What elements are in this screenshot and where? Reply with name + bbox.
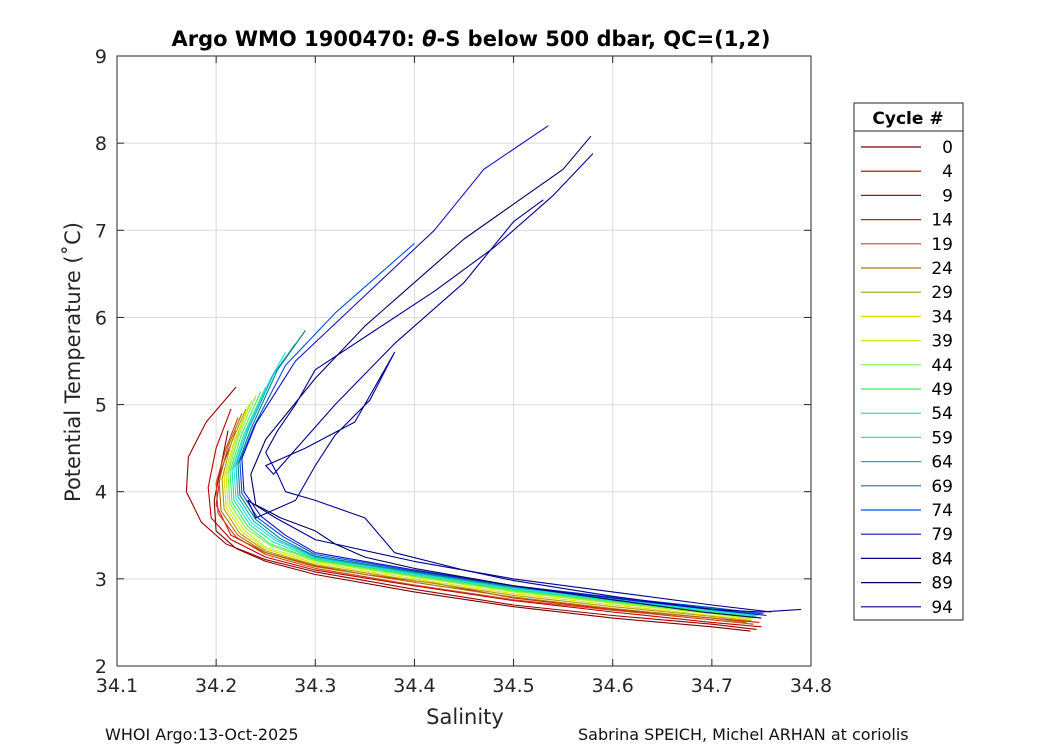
series-line-cycle-0 — [213, 430, 751, 632]
series-line-cycle-74 — [239, 242, 764, 615]
x-tick-label: 34.2 — [195, 675, 237, 697]
y-tick-label: 8 — [95, 133, 107, 155]
legend-label-19: 19 — [931, 235, 953, 255]
x-tick-label: 34.6 — [592, 675, 634, 697]
legend-label-89: 89 — [931, 574, 953, 594]
series-line-cycle-79 — [241, 125, 767, 617]
y-tick-label: 5 — [95, 395, 107, 417]
series-line-cycle-34 — [223, 404, 750, 621]
series-line-cycle-39 — [225, 399, 752, 620]
x-tick-label: 34.4 — [393, 675, 435, 697]
x-tick-label: 34.8 — [790, 675, 832, 697]
legend-label-94: 94 — [931, 598, 953, 618]
legend-title: Cycle # — [872, 109, 943, 129]
title-suffix: -S below 500 dbar, QC=(1,2) — [437, 27, 771, 51]
title-prefix: Argo WMO 1900470: — [171, 27, 422, 51]
footer-left: WHOI Argo:13-Oct-2025 — [105, 725, 299, 744]
plot-area — [116, 55, 812, 667]
y-tick-label: 3 — [95, 569, 107, 591]
series-line-cycle-44 — [227, 395, 754, 619]
series-line-cycle-19 — [215, 417, 754, 625]
legend-label-14: 14 — [931, 211, 953, 231]
legend-label-0: 0 — [942, 138, 953, 158]
grid-lines — [117, 56, 811, 666]
legend-label-39: 39 — [931, 332, 953, 352]
legend-label-69: 69 — [931, 477, 953, 497]
x-tick-label: 34.1 — [96, 675, 138, 697]
legend-label-29: 29 — [931, 283, 953, 303]
legend-label-84: 84 — [931, 549, 953, 569]
y-tick-label: 6 — [95, 307, 107, 329]
legend: Cycle # 04914192429343944495459646974798… — [853, 102, 964, 621]
series-line-cycle-94 — [265, 153, 802, 613]
axis-ticks: 34.1 34.2 34.3 34.4 34.5 34.6 34.7 34.8 2 3 4 5 6 7 8 9 — [95, 46, 832, 697]
footer-right: Sabrina SPEICH, Michel ARHAN at coriolis — [578, 725, 909, 744]
legend-label-9: 9 — [942, 186, 953, 206]
y-tick-label: 7 — [95, 220, 107, 242]
legend-label-34: 34 — [931, 307, 953, 327]
legend-label-59: 59 — [931, 428, 953, 448]
legend-label-4: 4 — [942, 162, 953, 182]
legend-label-79: 79 — [931, 525, 953, 545]
title-theta: θ — [422, 27, 436, 51]
legend-label-24: 24 — [931, 259, 953, 279]
y-tick-label: 4 — [95, 482, 107, 504]
legend-label-44: 44 — [931, 356, 953, 376]
x-axis-label: Salinity — [426, 705, 504, 729]
series-line-cycle-9 — [207, 408, 762, 628]
series-layer — [185, 125, 802, 632]
series-line-cycle-84 — [247, 199, 772, 613]
y-tick-label: 2 — [95, 656, 107, 678]
series-line-cycle-64 — [235, 343, 760, 616]
legend-label-54: 54 — [931, 404, 953, 424]
series-line-cycle-29 — [221, 408, 752, 622]
series-line-cycle-89 — [250, 135, 762, 619]
legend-label-64: 64 — [931, 453, 953, 473]
y-tick-label: 9 — [95, 46, 107, 68]
y-axis-label: Potential Temperature (˚C) — [61, 222, 85, 502]
plot-border — [116, 55, 812, 667]
legend-label-74: 74 — [931, 501, 953, 521]
x-tick-label: 34.7 — [691, 675, 733, 697]
x-tick-label: 34.5 — [492, 675, 534, 697]
x-tick-label: 34.3 — [294, 675, 336, 697]
series-line-cycle-49 — [229, 391, 756, 618]
series-line-cycle-24 — [218, 413, 747, 623]
legend-label-49: 49 — [931, 380, 953, 400]
series-line-cycle-4 — [185, 386, 757, 630]
chart-title: Argo WMO 1900470: θ-S below 500 dbar, QC… — [171, 27, 770, 51]
